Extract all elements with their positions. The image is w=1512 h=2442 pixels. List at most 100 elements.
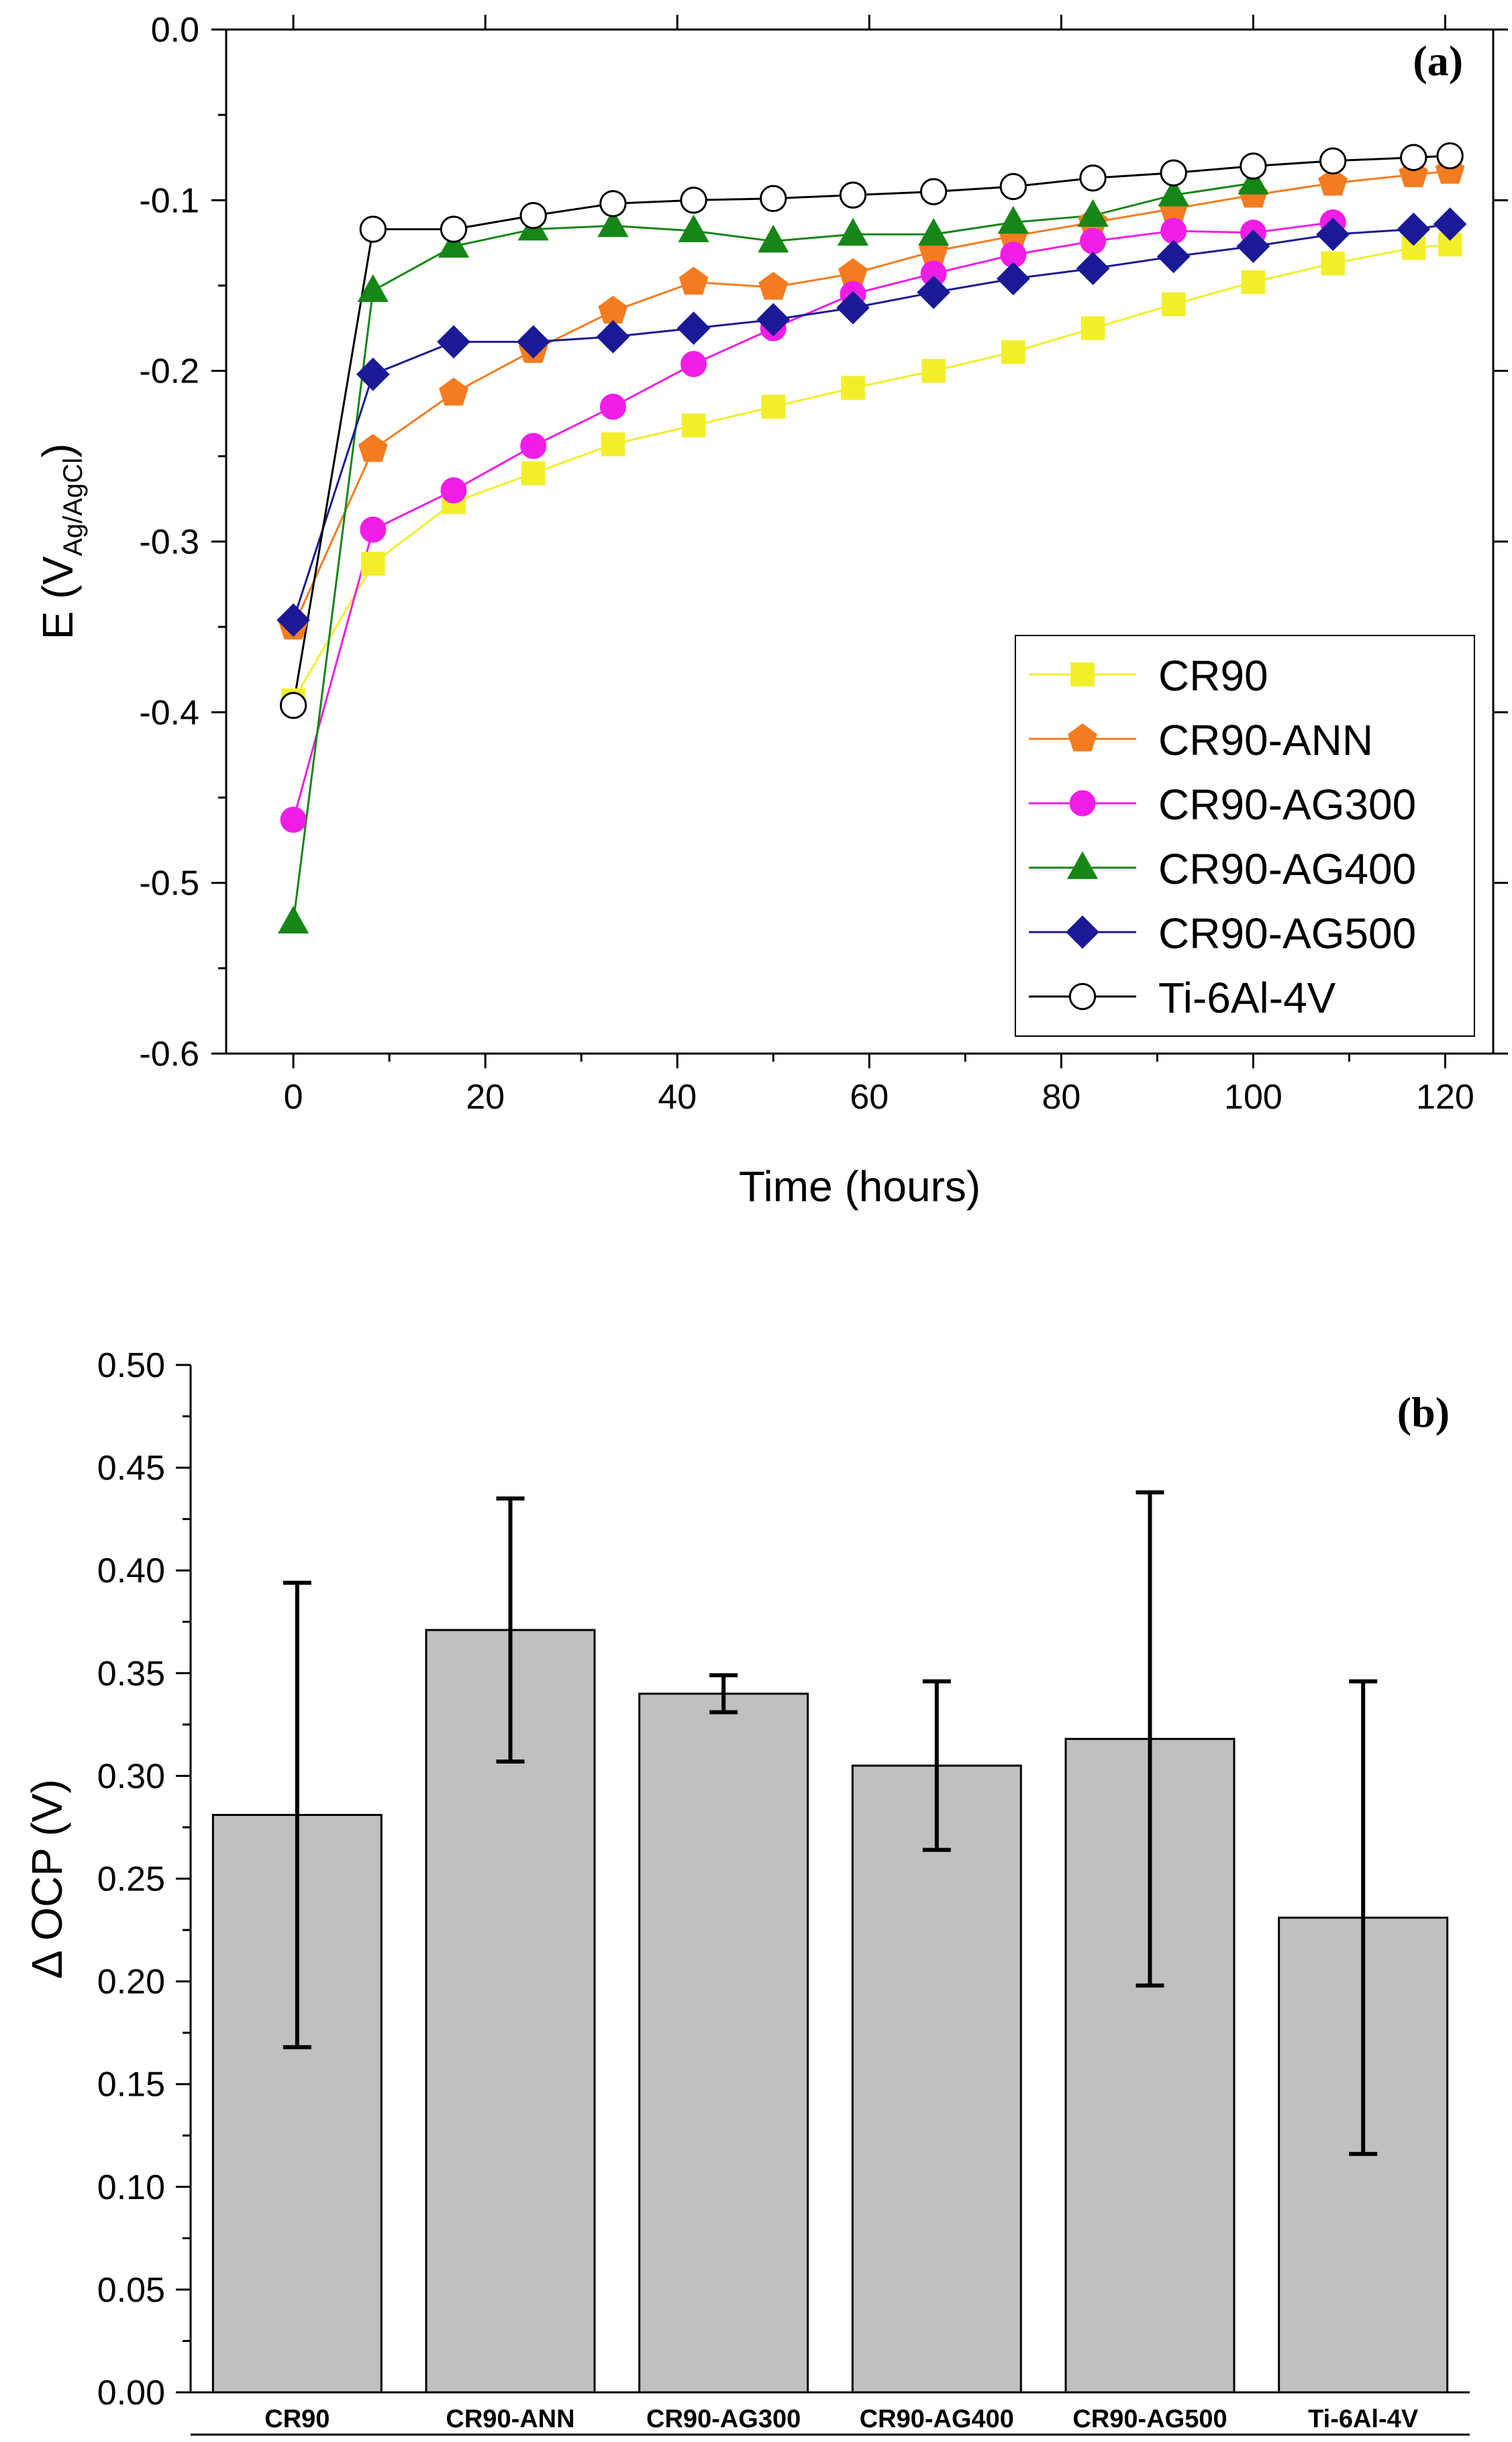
x-category-label-b: Ti-6Al-4V [1308, 2405, 1419, 2433]
marker-open-circle [599, 190, 627, 217]
marker-triangle [1158, 179, 1189, 207]
bar-CR90-AG300 [638, 1692, 809, 2394]
marker-pentagon [598, 295, 628, 324]
marker-square [921, 358, 946, 383]
axis-ticks-a [211, 15, 1508, 1068]
marker-pentagon [358, 434, 388, 462]
marker-open-circle [1240, 152, 1267, 180]
marker-triangle [678, 214, 709, 242]
x-tick-label-a: 0 [284, 1078, 303, 1117]
marker-triangle [1077, 199, 1109, 227]
marker-open-circle [279, 691, 307, 719]
series-line-CR90-AG300 [292, 221, 1333, 820]
marker-open-circle [1068, 982, 1097, 1011]
marker-open-circle [1079, 164, 1107, 192]
series-line-Ti-6Al-4V [292, 154, 1450, 706]
x-tick-label-a: 20 [466, 1078, 505, 1117]
marker-triangle [278, 905, 309, 933]
marker-circle [360, 516, 387, 543]
legend-label: CR90-AG300 [1158, 780, 1416, 829]
error-bars-b [283, 1490, 1378, 2156]
legend-label: CR90-AG500 [1158, 909, 1416, 958]
marker-diamond [1397, 212, 1431, 246]
panel-tag-b: (b) [1397, 1388, 1450, 1436]
y-tick-label-b: 0.15 [97, 2066, 165, 2104]
marker-diamond [676, 311, 711, 345]
marker-diamond [516, 325, 550, 359]
bars-b [211, 1629, 1449, 2394]
marker-circle [681, 351, 707, 377]
marker-open-circle [919, 178, 948, 205]
marker-diamond [1316, 217, 1350, 252]
marker-diamond [1236, 230, 1270, 263]
marker-diamond [276, 603, 310, 637]
marker-open-circle [760, 185, 787, 212]
marker-diamond [996, 262, 1030, 296]
marker-pentagon [678, 266, 709, 295]
x-category-label-b: CR90-ANN [446, 2405, 574, 2433]
marker-square [1161, 292, 1186, 317]
marker-diamond [756, 303, 791, 337]
x-category-label-b: CR90 [264, 2405, 330, 2433]
marker-square [681, 413, 706, 438]
tick-labels-b: 0.00 0.05 0.10 0.15 0.20 0.25 0.30 0.35 0.40 0.45… [97, 1346, 1419, 2433]
x-category-label-b: CR90-AG300 [646, 2405, 801, 2433]
marker-diamond [1156, 240, 1191, 274]
marker-open-circle [999, 172, 1027, 201]
marker-diamond [596, 319, 630, 354]
marker-diamond [437, 325, 470, 359]
chart-b: 0.00 0.05 0.10 0.15 0.20 0.25 0.30 0.35 0.40 0.45… [23, 1346, 1470, 2436]
y-tick-label-a: -0.4 [139, 693, 199, 732]
marker-circle [280, 807, 307, 833]
marker-pentagon [1318, 167, 1348, 196]
marker-circle [1069, 790, 1096, 817]
chart-a: 0 20 40 60 80 100 120 0.0 -0.1 -0.2 -0.3 -0.4 -0.5 -0… [34, 11, 1508, 1211]
y-tick-label-b: 0.40 [97, 1551, 165, 1590]
y-tick-label-a: -0.6 [139, 1035, 199, 1074]
marker-circle [1080, 227, 1107, 254]
legend-a: CR90 CR90-ANN CR90-AG300 CR90-AG400 CR90-AG5… [1015, 635, 1475, 1037]
y-tick-label-b: 0.25 [97, 1860, 165, 1899]
marker-square [1070, 662, 1095, 686]
marker-square [601, 432, 625, 456]
marker-open-circle [1160, 159, 1187, 187]
marker-triangle [597, 209, 629, 238]
marker-circle [520, 433, 547, 460]
legend-label: CR90 [1158, 652, 1268, 700]
marker-open-circle [519, 202, 547, 230]
marker-pentagon [439, 377, 468, 406]
x-tick-label-a: 120 [1416, 1078, 1474, 1117]
marker-circle [440, 477, 467, 504]
marker-diamond [917, 275, 950, 309]
marker-square [521, 461, 546, 486]
marker-square [1001, 340, 1025, 364]
marker-triangle [357, 274, 389, 302]
marker-triangle [1238, 166, 1269, 195]
x-tick-label-a: 60 [850, 1078, 889, 1117]
marker-triangle [837, 217, 869, 246]
x-axis-label-a: Time (hours) [739, 1162, 980, 1211]
marker-diamond [1076, 252, 1110, 285]
marker-circle [1160, 217, 1187, 244]
marker-open-circle [359, 215, 387, 243]
series-line-CR90 [292, 244, 1450, 701]
marker-open-circle [680, 187, 707, 214]
y-label-close-a: ) [34, 444, 82, 458]
y-tick-label-b: 0.45 [97, 1449, 165, 1488]
marker-diamond [1066, 915, 1099, 949]
bar-CR90-AG400 [851, 1764, 1022, 2394]
y-tick-label-b: 0.35 [97, 1654, 165, 1693]
y-tick-label-a: -0.3 [139, 523, 199, 562]
marker-square [1321, 251, 1345, 276]
x-category-label-b: CR90-AG400 [860, 2405, 1014, 2433]
series-line-CR90-AG500 [292, 223, 1450, 621]
panel-tag-a: (a) [1413, 37, 1463, 85]
marker-triangle [918, 217, 950, 246]
x-tick-label-a: 40 [658, 1078, 697, 1117]
x-tick-label-a: 80 [1042, 1078, 1080, 1117]
y-tick-label-b: 0.05 [97, 2271, 165, 2310]
legend-label: CR90-AG400 [1158, 845, 1416, 893]
y-label-sub-a: Ag/AgCl [58, 458, 88, 556]
y-tick-label-a: -0.2 [139, 352, 199, 391]
